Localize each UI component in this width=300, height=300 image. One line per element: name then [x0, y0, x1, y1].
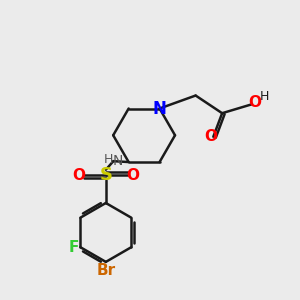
Text: N: N: [112, 154, 123, 168]
Text: O: O: [72, 167, 85, 182]
Text: H: H: [104, 153, 113, 166]
Text: O: O: [249, 94, 262, 110]
Text: F: F: [69, 240, 79, 255]
Text: Br: Br: [96, 262, 116, 278]
Text: N: N: [153, 100, 166, 118]
Text: O: O: [127, 167, 140, 182]
Text: O: O: [205, 129, 218, 144]
Text: S: S: [99, 166, 112, 184]
Text: H: H: [259, 91, 268, 103]
